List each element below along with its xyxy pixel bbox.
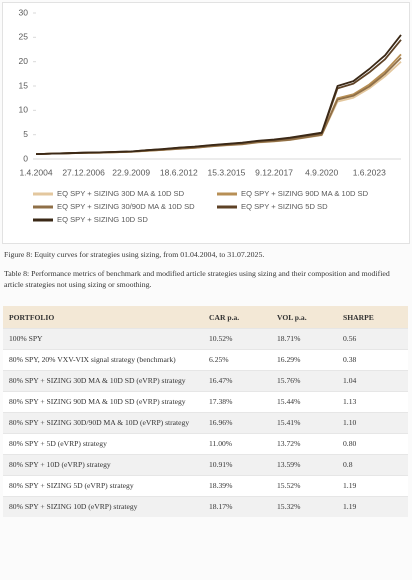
legend-label: EQ SPY + SIZING 5D SD: [241, 202, 328, 211]
x-tick-label: 1.6.2023: [353, 167, 386, 177]
table-row: 80% SPY + 10D (eVRP) strategy 10.91% 13.59…: [3, 454, 408, 476]
table-row: 80% SPY + SIZING 30D MA & 10D SD (eVRP) …: [3, 370, 408, 392]
x-tick-label: 27.12.2006: [62, 167, 105, 177]
table-cell: 10.91%: [203, 454, 271, 476]
series-line: [35, 53, 402, 155]
table-cell: 1.19: [337, 496, 408, 517]
chart: 0 5 10 15 20 25 30 1.4.2004 27.12.2006 22.9.2009 1…: [19, 7, 402, 224]
table-cell: 80% SPY + SIZING 30D MA & 10D SD (eVRP) …: [3, 370, 203, 392]
table-cell: 15.32%: [271, 496, 337, 517]
y-tick-label: 0: [23, 153, 28, 163]
table-cell: 0.56: [337, 328, 408, 350]
series-line: [35, 34, 402, 155]
table-cell: 18.39%: [203, 475, 271, 497]
table-cell: 15.44%: [271, 391, 337, 413]
x-tick-label: 18.6.2012: [160, 167, 198, 177]
table-cell: 10.52%: [203, 328, 271, 350]
chart-panel: 0 5 10 15 20 25 30 1.4.2004 27.12.2006 22.9.2009 1…: [2, 2, 410, 244]
table-cell: 80% SPY, 20% VXV-VIX signal strategy (be…: [3, 349, 203, 371]
legend-label: EQ SPY + SIZING 30/90D MA & 10D SD: [57, 202, 195, 211]
table-cell: 15.52%: [271, 475, 337, 497]
table-cell: 1.10: [337, 412, 408, 434]
table-cell: 11.00%: [203, 433, 271, 455]
header-cell: SHARPE: [337, 306, 408, 329]
table-cell: 15.76%: [271, 370, 337, 392]
table-cell: 16.96%: [203, 412, 271, 434]
table-row: 80% SPY + 5D (eVRP) strategy 11.00% 13.72%…: [3, 433, 408, 455]
legend-label: EQ SPY + SIZING 10D SD: [57, 215, 148, 224]
y-tick-label: 20: [19, 56, 29, 66]
table-cell: 80% SPY + SIZING 10D (eVRP) strategy: [3, 496, 203, 517]
y-tick-label: 30: [19, 7, 29, 17]
table-cell: 16.47%: [203, 370, 271, 392]
legend-label: EQ SPY + SIZING 90D MA & 10D SD: [241, 189, 369, 198]
series-line: [35, 61, 402, 155]
table-cell: 0.38: [337, 349, 408, 371]
table-row: 80% SPY + SIZING 5D (eVRP) strategy 18.39…: [3, 475, 408, 497]
table-cell: 17.38%: [203, 391, 271, 413]
table-body: 100% SPY 10.52% 18.71% 0.56 80% SPY, 20% VXV…: [3, 328, 408, 517]
table-cell: 0.80: [337, 433, 408, 455]
table-caption: Table 8: Performance metrics of benchmar…: [4, 269, 390, 289]
table-row: 80% SPY + SIZING 90D MA & 10D SD (eVRP) …: [3, 391, 408, 413]
table-row: 80% SPY + SIZING 10D (eVRP) strategy 18.1…: [3, 496, 408, 517]
table-cell: 80% SPY + SIZING 90D MA & 10D SD (eVRP) …: [3, 391, 203, 413]
y-tick-label: 10: [19, 105, 29, 115]
x-tick-label: 9.12.2017: [255, 167, 293, 177]
table-cell: 13.59%: [271, 454, 337, 476]
table-cell: 6.25%: [203, 349, 271, 371]
table-cell: 100% SPY: [3, 328, 203, 350]
y-tick-label: 25: [19, 32, 29, 42]
table-cell: 18.17%: [203, 496, 271, 517]
figure-caption: Figure 8: Equity curves for strategies u…: [4, 250, 265, 259]
y-tick-label: 5: [23, 129, 28, 139]
x-tick-label: 1.4.2004: [19, 167, 52, 177]
x-tick-label: 15.3.2015: [208, 167, 246, 177]
y-tick-label: 15: [19, 80, 29, 90]
header-row: PORTFOLIO CAR p.a. VOL p.a. SHARPE: [3, 306, 408, 329]
table-cell: 13.72%: [271, 433, 337, 455]
x-tick-label: 4.9.2020: [305, 167, 338, 177]
x-tick-label: 22.9.2009: [112, 167, 150, 177]
header-cell: CAR p.a.: [203, 306, 271, 329]
table-cell: 0.8: [337, 454, 408, 476]
table-cell: 80% SPY + SIZING 5D (eVRP) strategy: [3, 475, 203, 497]
table-cell: 80% SPY + 10D (eVRP) strategy: [3, 454, 203, 476]
header-cell: VOL p.a.: [271, 306, 337, 329]
table-cell: 1.13: [337, 391, 408, 413]
table-row: 100% SPY 10.52% 18.71% 0.56: [3, 328, 408, 350]
table-row: 80% SPY, 20% VXV-VIX signal strategy (be…: [3, 349, 408, 371]
table-cell: 18.71%: [271, 328, 337, 350]
table-row: 80% SPY + SIZING 30D/90D MA & 10D (eVRP)…: [3, 412, 408, 434]
table-cell: 15.41%: [271, 412, 337, 434]
metrics-table: PORTFOLIO CAR p.a. VOL p.a. SHARPE 100% SPY…: [3, 306, 408, 517]
series-line: [35, 57, 402, 155]
header-cell: PORTFOLIO: [3, 306, 203, 329]
table-cell: 16.29%: [271, 349, 337, 371]
legend-label: EQ SPY + SIZING 30D MA & 10D SD: [57, 189, 185, 198]
table-cell: 1.19: [337, 475, 408, 497]
table-cell: 80% SPY + SIZING 30D/90D MA & 10D (eVRP)…: [3, 412, 203, 434]
table-cell: 80% SPY + 5D (eVRP) strategy: [3, 433, 203, 455]
table-cell: 1.04: [337, 370, 408, 392]
